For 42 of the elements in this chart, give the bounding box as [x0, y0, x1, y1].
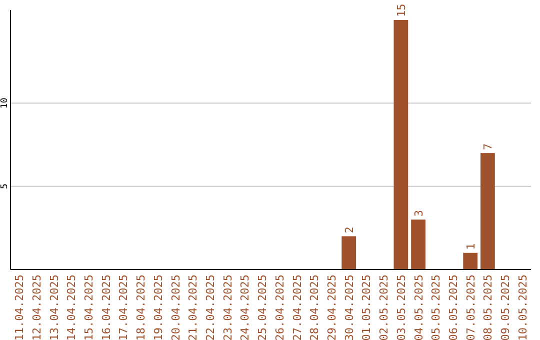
x-tick-label: 21.04.2025 — [186, 274, 200, 340]
x-tick-label: 06.05.2025 — [446, 274, 460, 340]
x-tick-label: 10.05.2025 — [516, 274, 530, 340]
x-tick-label: 05.05.2025 — [430, 274, 443, 340]
x-tick-label: 29.04.2025 — [325, 274, 338, 340]
x-tick-label: 18.04.2025 — [134, 274, 148, 340]
x-tick-label: 19.04.2025 — [152, 274, 165, 340]
data-label: 2 — [342, 226, 356, 234]
y-tick-label: 5 — [0, 184, 10, 190]
y-tick-label: 10 — [0, 98, 10, 109]
x-tick-label: 26.04.2025 — [273, 274, 286, 340]
data-label: 3 — [412, 210, 426, 217]
x-tick-label: 08.05.2025 — [482, 274, 495, 340]
x-tick-label: 15.04.2025 — [82, 274, 96, 340]
bar — [411, 220, 426, 270]
x-tick-label: 25.04.2025 — [256, 274, 270, 340]
x-tick-label: 22.04.2025 — [204, 274, 218, 340]
bar — [342, 236, 356, 270]
x-tick-label: 17.04.2025 — [117, 274, 130, 340]
x-tick-label: 03.05.2025 — [394, 274, 408, 340]
x-tick-label: 24.04.2025 — [238, 274, 252, 340]
bar — [394, 20, 408, 270]
x-tick-label: 16.04.2025 — [100, 274, 113, 340]
bar — [480, 153, 495, 270]
x-tick-label: 09.05.2025 — [499, 274, 512, 340]
x-tick-label: 23.04.2025 — [221, 274, 234, 340]
x-tick-label: 28.04.2025 — [308, 274, 322, 340]
x-tick-label: 13.04.2025 — [48, 274, 61, 340]
x-tick-label: 14.04.2025 — [65, 274, 78, 340]
x-tick-label: 02.05.2025 — [378, 274, 391, 340]
x-tick-label: 30.04.2025 — [342, 274, 356, 340]
data-label: 15 — [394, 4, 408, 17]
x-tick-label: 11.04.2025 — [13, 274, 26, 340]
x-tick-label: 12.04.2025 — [30, 274, 44, 340]
x-tick-label: 20.04.2025 — [169, 274, 182, 340]
data-label: 1 — [464, 243, 478, 250]
data-label: 7 — [482, 143, 495, 150]
x-tick-label: 01.05.2025 — [360, 274, 374, 340]
x-tick-label: 04.05.2025 — [412, 274, 426, 340]
x-tick-label: 07.05.2025 — [464, 274, 478, 340]
x-tick-label: 27.04.2025 — [290, 274, 304, 340]
bar — [463, 252, 478, 270]
